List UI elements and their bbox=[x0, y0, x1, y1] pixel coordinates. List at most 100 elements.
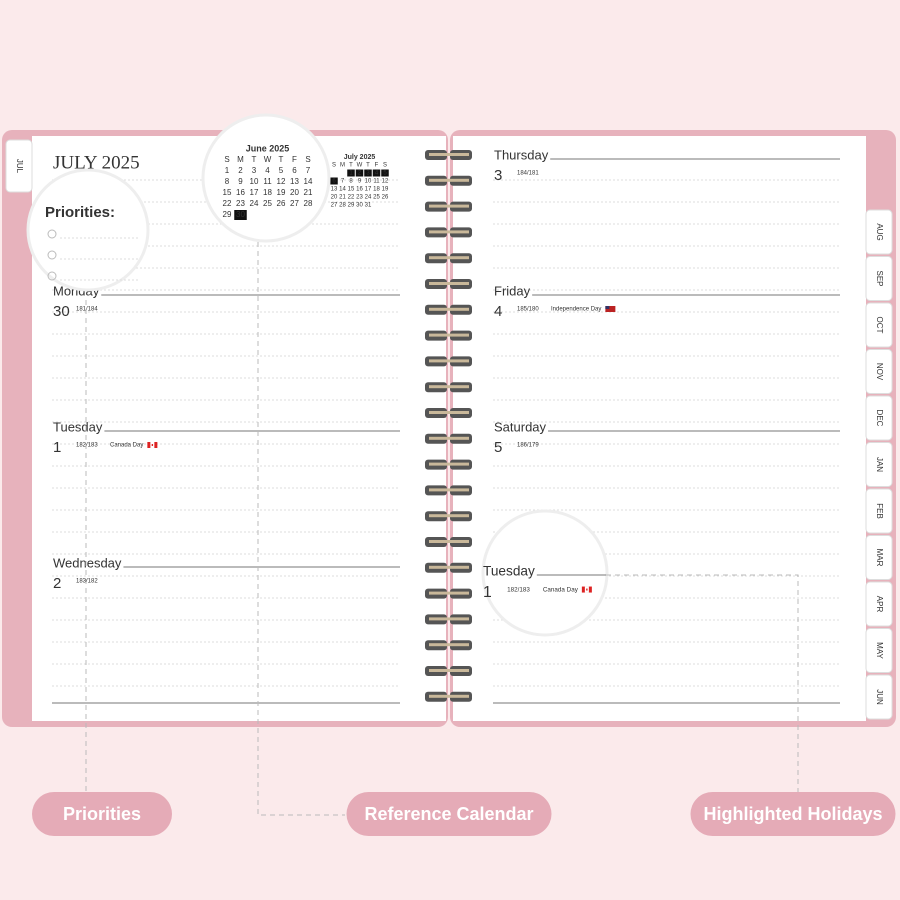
weekday: W bbox=[264, 155, 272, 164]
magnifier bbox=[201, 113, 331, 243]
calendar-date: 13 bbox=[331, 187, 338, 193]
magnifier bbox=[26, 168, 150, 292]
weekday: M bbox=[340, 163, 345, 169]
calendar-date: 11 bbox=[373, 179, 380, 185]
calendar-date: 4 bbox=[265, 166, 270, 175]
calendar-date: 29 bbox=[223, 210, 232, 219]
connector bbox=[257, 242, 345, 816]
calendar-date: 3 bbox=[366, 171, 370, 177]
calendar-date: 8 bbox=[225, 177, 230, 186]
callout bbox=[346, 792, 552, 836]
tab-label: AUG bbox=[875, 223, 884, 240]
day-date: 1 bbox=[53, 439, 61, 456]
flag bbox=[586, 588, 588, 591]
holiday: Independence Day bbox=[551, 307, 601, 313]
date-highlight bbox=[364, 169, 372, 177]
coil bbox=[429, 514, 469, 518]
day-count: 184/181 bbox=[517, 171, 539, 177]
calendar-date: 15 bbox=[223, 188, 232, 197]
calendar-date: 5 bbox=[383, 171, 387, 177]
day-count: 182/183 bbox=[507, 586, 530, 593]
day-count: 181/184 bbox=[76, 307, 98, 313]
calendar-date: 8 bbox=[349, 179, 353, 185]
weekday: S bbox=[224, 155, 229, 164]
calendar-date: 9 bbox=[358, 179, 362, 185]
weekday: S bbox=[305, 155, 310, 164]
calendar-date: 2 bbox=[238, 166, 243, 175]
day-date: 5 bbox=[494, 439, 502, 456]
calendar-date: 13 bbox=[290, 177, 299, 186]
calendar-date: 27 bbox=[290, 199, 299, 208]
calendar-date: 19 bbox=[382, 187, 389, 193]
tab-label: APR bbox=[875, 596, 884, 613]
tab bbox=[865, 302, 893, 348]
calendar-date: 5 bbox=[279, 166, 284, 175]
date-highlight bbox=[355, 169, 364, 177]
tab-label: NOV bbox=[875, 363, 884, 381]
day-name: Tuesday bbox=[483, 564, 535, 579]
coil bbox=[429, 462, 469, 466]
calendar-date: 1 bbox=[349, 171, 353, 177]
weekday: T bbox=[252, 155, 257, 164]
flag bbox=[605, 306, 616, 312]
coil bbox=[429, 153, 469, 156]
tab bbox=[865, 628, 893, 673]
tab bbox=[5, 139, 33, 193]
coil bbox=[429, 178, 469, 182]
coil bbox=[429, 540, 469, 543]
calendar-date: 9 bbox=[238, 177, 243, 186]
checkbox bbox=[47, 250, 57, 260]
calendar-date: 3 bbox=[252, 166, 257, 175]
weekday: S bbox=[383, 163, 387, 169]
calendar-date: 20 bbox=[331, 195, 338, 201]
coil bbox=[429, 565, 469, 569]
tab bbox=[865, 209, 893, 255]
connector bbox=[606, 574, 799, 795]
coil bbox=[429, 204, 469, 208]
calendar-title: June 2025 bbox=[246, 143, 290, 153]
tab-label: JUN bbox=[875, 689, 884, 705]
tab-label: JUL bbox=[15, 159, 24, 174]
tab bbox=[865, 256, 893, 301]
magnifier bbox=[481, 509, 609, 637]
tab-label: DEC bbox=[875, 410, 884, 427]
calendar-date: 30 bbox=[356, 203, 363, 209]
calendar-date: 23 bbox=[356, 195, 363, 201]
calendar-title: July 2025 bbox=[344, 154, 376, 161]
day-name: Friday bbox=[494, 283, 531, 298]
coil bbox=[429, 591, 469, 595]
tab bbox=[865, 395, 893, 441]
flag bbox=[151, 444, 154, 446]
day-name: Thursday bbox=[494, 147, 549, 162]
callout bbox=[690, 792, 896, 836]
calendar-date: 26 bbox=[277, 199, 286, 208]
calendar-date: 21 bbox=[304, 188, 313, 197]
coil bbox=[429, 385, 469, 389]
calendar-date: 23 bbox=[236, 199, 245, 208]
tab-label: FEB bbox=[875, 503, 884, 519]
callout-label: Priorities bbox=[63, 804, 141, 824]
day-name: Saturday bbox=[494, 419, 547, 434]
weekday: F bbox=[375, 163, 379, 169]
calendar-date: 27 bbox=[331, 203, 338, 209]
coil bbox=[429, 488, 469, 492]
calendar-date: 20 bbox=[290, 188, 299, 197]
calendar-date: 30 bbox=[236, 210, 245, 219]
calendar-date: 22 bbox=[223, 199, 232, 208]
calendar-date: 11 bbox=[263, 177, 272, 186]
tab-label: MAY bbox=[875, 642, 884, 659]
calendar-date: 25 bbox=[373, 195, 380, 201]
tab bbox=[865, 442, 893, 487]
calendar-date: 22 bbox=[348, 195, 355, 201]
coil bbox=[429, 307, 469, 311]
calendar-date: 7 bbox=[306, 166, 311, 175]
weekday: W bbox=[357, 163, 363, 169]
tab-label: SEP bbox=[875, 270, 884, 286]
calendar-date: 15 bbox=[348, 187, 355, 193]
calendar-date: 4 bbox=[375, 171, 379, 177]
calendar-date: 17 bbox=[365, 187, 372, 193]
priorities-title: Priorities: bbox=[45, 204, 115, 221]
calendar-date: 1 bbox=[225, 166, 230, 175]
day-count: 182/183 bbox=[76, 443, 98, 449]
calendar-date: 16 bbox=[236, 188, 245, 197]
